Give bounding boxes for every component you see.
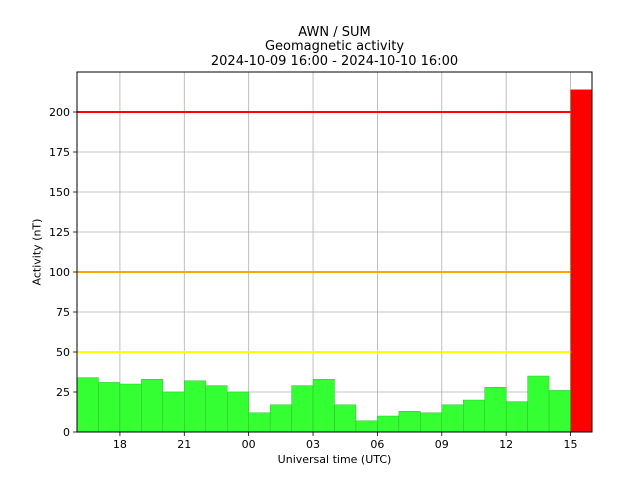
bar-4 [162, 391, 185, 433]
bar-12 [334, 404, 357, 433]
y-tick-label: 175 [49, 146, 70, 159]
y-axis-label: Activity (nT) [30, 218, 44, 286]
bar-14 [377, 415, 400, 433]
chart-title-line-2: Geomagnetic activity [264, 39, 405, 54]
x-tick-label: 03 [306, 438, 320, 451]
bar-15 [398, 411, 421, 433]
x-tick-label: 06 [370, 438, 384, 451]
bar-20 [505, 401, 528, 433]
x-tick-label: 21 [177, 438, 191, 451]
bar-18 [463, 399, 485, 433]
bar-2 [119, 383, 142, 433]
bar-17 [441, 404, 464, 433]
x-tick-label: 12 [499, 438, 513, 451]
bar-3 [141, 379, 164, 433]
x-axis-label: Universal time (UTC) [277, 453, 392, 466]
bar-16 [420, 412, 442, 433]
x-tick-label: 00 [242, 438, 256, 451]
chart-title-line-3: 2024-10-09 16:00 - 2024-10-10 16:00 [210, 54, 459, 69]
bar-13 [355, 420, 378, 433]
x-tick-label: 09 [435, 438, 449, 451]
bar-7 [227, 391, 249, 433]
chart-title-line-1: AWN / SUM [298, 25, 371, 40]
y-tick-label: 200 [49, 106, 70, 119]
bar-19 [484, 387, 507, 433]
bar-5 [184, 380, 206, 433]
bar-6 [205, 385, 228, 433]
bar-22 [548, 390, 571, 433]
plot-frame [76, 71, 593, 433]
bar-9 [269, 404, 292, 433]
y-tick-label: 75 [56, 306, 70, 319]
bar-11 [312, 379, 335, 433]
y-tick-label: 25 [56, 386, 70, 399]
bar-8 [248, 412, 271, 433]
bar-21 [527, 375, 550, 433]
bar-0 [76, 377, 99, 433]
y-tick-label: 125 [49, 226, 70, 239]
x-tick-label: 15 [564, 438, 578, 451]
bar-1 [98, 382, 121, 433]
y-tick-label: 0 [63, 426, 70, 439]
bar-10 [291, 385, 314, 433]
bar-23 [570, 89, 593, 433]
y-tick-label: 150 [49, 186, 70, 199]
x-tick-label: 18 [113, 438, 127, 451]
y-tick-label: 100 [49, 266, 70, 279]
y-tick-label: 50 [56, 346, 70, 359]
